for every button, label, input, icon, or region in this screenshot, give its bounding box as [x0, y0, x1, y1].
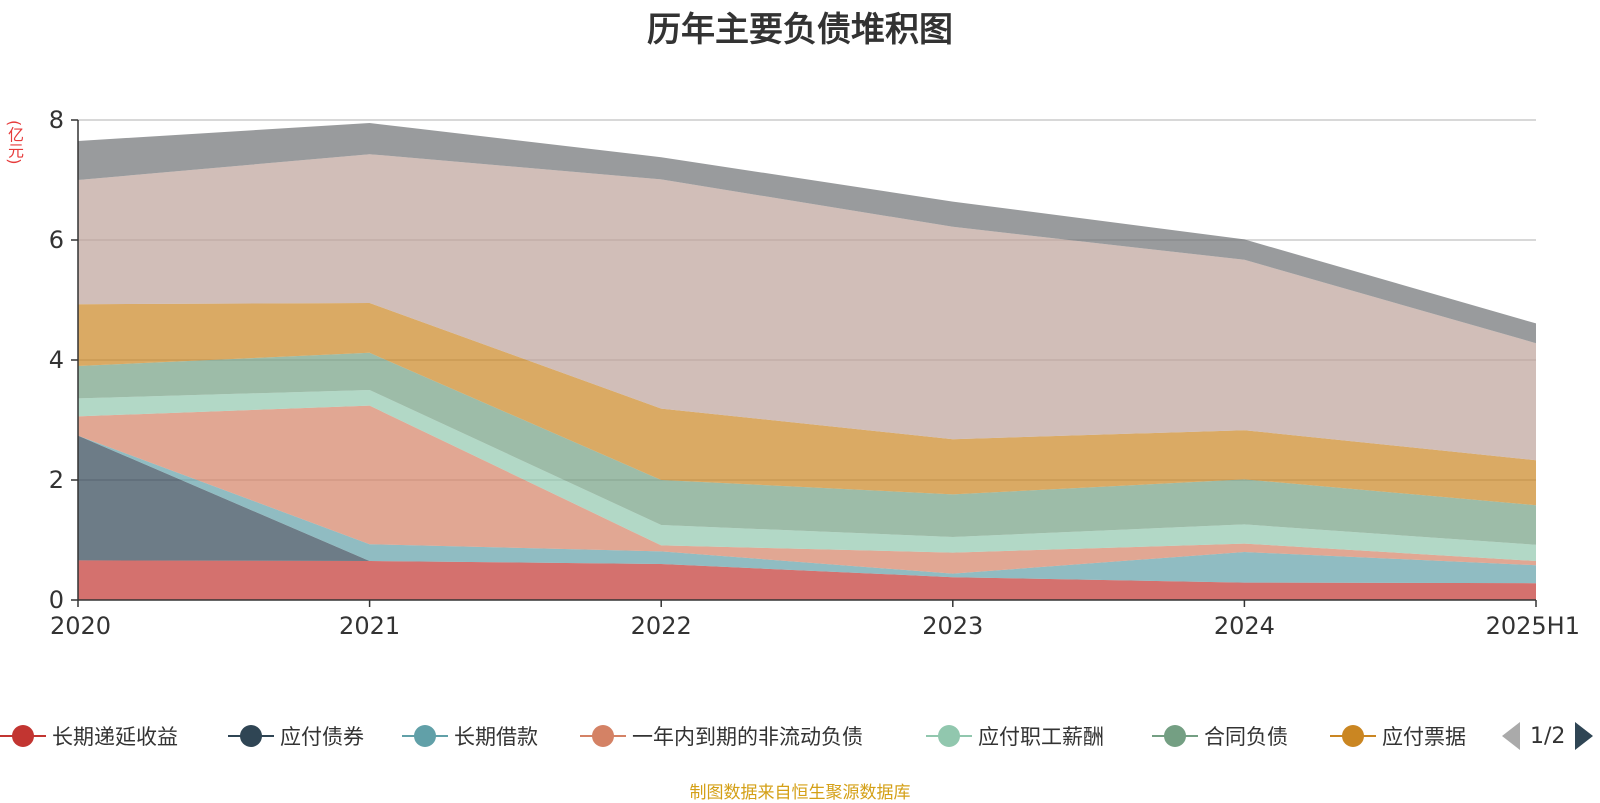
- x-tick-label: 2024: [1214, 612, 1275, 640]
- area-3[interactable]: [78, 435, 1536, 584]
- area-5[interactable]: [78, 390, 1536, 561]
- legend-label: 应付职工薪酬: [978, 725, 1104, 749]
- y-tick-label: 6: [49, 226, 64, 254]
- legend: 长期递延收益 应付债券 长期借款 一年内到期的非流动负债 应付职工薪酬 合同负债 应付票据: [0, 718, 1600, 754]
- area-1[interactable]: [78, 560, 1536, 600]
- legend-marker-icon: [0, 721, 46, 751]
- x-tick-label: 2025H1: [1486, 612, 1580, 640]
- x-tick-label: 2023: [922, 612, 983, 640]
- legend-item-3[interactable]: 长期借款: [402, 718, 538, 754]
- legend-marker-icon: [926, 721, 972, 751]
- chart-plot: 0 2 4 6 8 2020 2021 2022 2023 2024 2025H1: [49, 106, 1580, 640]
- area-7[interactable]: [78, 303, 1536, 506]
- x-tick-label: 2020: [50, 612, 111, 640]
- legend-marker-icon: [1330, 721, 1376, 751]
- area-layer: [78, 123, 1536, 600]
- legend-item-7[interactable]: 应付票据: [1330, 718, 1466, 754]
- x-tick-label: 2021: [339, 612, 400, 640]
- legend-label: 合同负债: [1204, 725, 1288, 749]
- legend-pager: 1/2: [1502, 718, 1594, 754]
- legend-item-1[interactable]: 长期递延收益: [0, 718, 178, 754]
- y-tick-label: 0: [49, 586, 64, 614]
- legend-page-indicator: 1/2: [1530, 723, 1566, 749]
- area-9[interactable]: [78, 123, 1536, 344]
- axis-layer: 0 2 4 6 8 2020 2021 2022 2023 2024 2025H1: [49, 106, 1580, 640]
- legend-label: 长期递延收益: [52, 725, 178, 749]
- legend-next-page-icon[interactable]: [1575, 722, 1594, 750]
- area-6[interactable]: [78, 352, 1536, 545]
- legend-item-6[interactable]: 合同负债: [1152, 718, 1288, 754]
- y-axis-unit-label: (亿元): [5, 120, 24, 165]
- legend-marker-icon: [1152, 721, 1198, 751]
- legend-item-2[interactable]: 应付债券: [228, 718, 364, 754]
- legend-label: 一年内到期的非流动负债: [632, 725, 863, 749]
- legend-marker-icon: [580, 721, 626, 751]
- legend-label: 长期借款: [454, 725, 538, 749]
- legend-prev-page-icon[interactable]: [1502, 722, 1520, 750]
- legend-label: 应付票据: [1382, 725, 1466, 749]
- y-tick-label: 2: [49, 466, 64, 494]
- area-8[interactable]: [78, 154, 1536, 461]
- y-tick-label: 8: [49, 106, 64, 134]
- data-source-note: 制图数据来自恒生聚源数据库: [689, 783, 911, 803]
- chart-title: 历年主要负债堆积图: [647, 10, 953, 50]
- x-tick-label: 2022: [631, 612, 692, 640]
- area-4[interactable]: [78, 405, 1536, 574]
- legend-label: 应付债券: [280, 725, 364, 749]
- legend-item-4[interactable]: 一年内到期的非流动负债: [580, 718, 863, 754]
- y-tick-label: 4: [49, 346, 64, 374]
- legend-marker-icon: [402, 721, 448, 751]
- legend-item-5[interactable]: 应付职工薪酬: [926, 718, 1104, 754]
- legend-marker-icon: [228, 721, 274, 751]
